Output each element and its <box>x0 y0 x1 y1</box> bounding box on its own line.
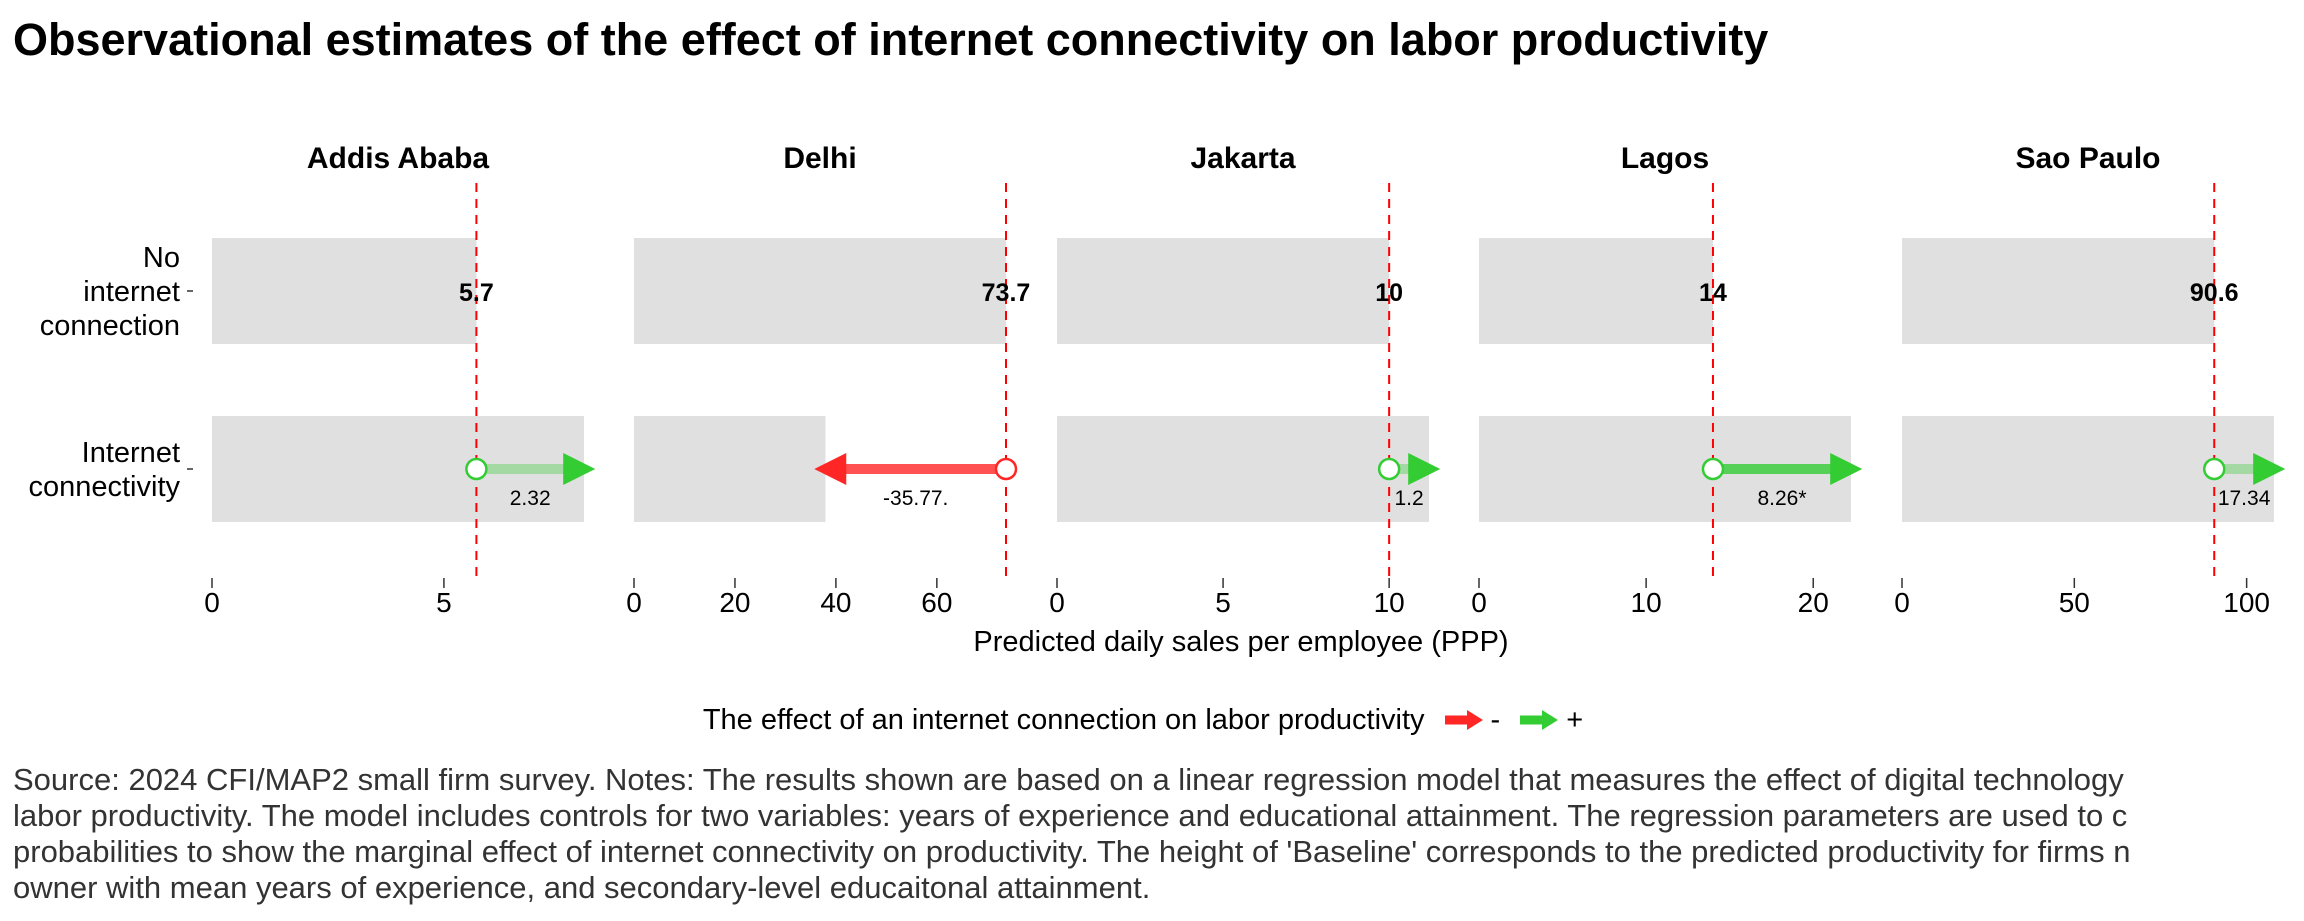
x-tick-label: 10 <box>1631 587 1662 618</box>
facet-title: Jakarta <box>1190 142 1295 175</box>
effect-value-label: 2.32 <box>510 487 551 510</box>
bar-with-internet <box>212 416 584 522</box>
facet-panel: Jakarta 10 1.2 0 5 10 <box>1049 142 1441 618</box>
x-tick-label: 0 <box>1049 587 1065 618</box>
x-tick-label: 60 <box>921 587 952 618</box>
baseline-value-label: 5.7 <box>459 279 494 307</box>
x-tick-label: 5 <box>1215 587 1231 618</box>
effect-value-label: 8.26* <box>1757 487 1806 510</box>
chart-title: Observational estimates of the effect of… <box>13 14 1769 65</box>
bar-with-internet <box>634 416 826 522</box>
x-tick-label: 0 <box>1894 587 1910 618</box>
y-category-label: No internet connection <box>40 242 180 342</box>
facet-panel: Addis Ababa 5.7 2.32 0 5 <box>204 142 596 618</box>
x-tick-label: 50 <box>2059 587 2090 618</box>
baseline-value-label: 73.7 <box>982 279 1031 307</box>
x-tick-label: 20 <box>1798 587 1829 618</box>
caption-line: owner with mean years of experience, and… <box>13 870 1151 905</box>
y-category-label-line: No <box>143 242 180 274</box>
bar-baseline <box>634 238 1006 344</box>
effect-origin-point <box>1701 457 1725 481</box>
x-tick-label: 0 <box>204 587 220 618</box>
baseline-value-label: 14 <box>1699 279 1727 307</box>
facet-title: Lagos <box>1621 142 1709 175</box>
baseline-value-label: 90.6 <box>2190 279 2239 307</box>
bar-baseline <box>1479 238 1713 344</box>
x-tick-label: 0 <box>626 587 642 618</box>
legend-key-positive-arrow-icon <box>1520 710 1559 730</box>
y-category-label-line: internet <box>83 276 180 308</box>
legend-key-negative-arrow-icon <box>1444 710 1483 730</box>
bar-baseline <box>212 238 477 344</box>
faceted-chart: No internet connection Internet connectivity… <box>28 142 2286 658</box>
legend-label-positive: + <box>1566 703 1584 736</box>
caption-line: probabilities to show the marginal effec… <box>13 834 2131 869</box>
effect-origin-point <box>2202 457 2226 481</box>
x-axis-label: Predicted daily sales per employee (PPP) <box>973 626 1508 658</box>
effect-value-label: -35.77. <box>883 487 948 510</box>
effect-origin-point <box>1377 457 1401 481</box>
y-axis: No internet connection Internet connectivity <box>28 242 193 503</box>
facet-panel: Sao Paulo 90.6 17.34 0 50 100 <box>1894 142 2286 618</box>
x-tick-label: 0 <box>1471 587 1487 618</box>
legend-title: The effect of an internet connection on … <box>702 703 1425 736</box>
x-tick-label: 5 <box>436 587 452 618</box>
facet-title: Addis Ababa <box>307 142 490 175</box>
x-tick-label: 100 <box>2223 587 2270 618</box>
x-tick-label: 20 <box>719 587 750 618</box>
legend-label-negative: - <box>1490 703 1501 736</box>
y-category-label: Internet connectivity <box>28 437 180 503</box>
y-category-label-line: connectivity <box>28 471 180 503</box>
x-tick-label: 10 <box>1374 587 1405 618</box>
caption: Source: 2024 CFI/MAP2 small firm survey.… <box>13 762 2304 906</box>
bar-with-internet <box>1057 416 1429 522</box>
baseline-value-label: 10 <box>1375 279 1403 307</box>
effect-origin-point <box>994 457 1018 481</box>
x-tick-label: 40 <box>820 587 851 618</box>
effect-value-label: 1.2 <box>1394 487 1423 510</box>
facet-panels: Addis Ababa 5.7 2.32 0 5 Delhi 73.7 -35.77. 0 20 4… <box>204 142 2286 618</box>
facet-title: Delhi <box>783 142 856 175</box>
facet-panel: Lagos 14 8.26* 0 10 20 <box>1471 142 1863 618</box>
facet-title: Sao Paulo <box>2015 142 2160 175</box>
y-category-label-line: connection <box>40 310 180 342</box>
bar-baseline <box>1902 238 2215 344</box>
bar-baseline <box>1057 238 1390 344</box>
caption-line: labor productivity. The model includes c… <box>13 798 2128 833</box>
effect-value-label: 17.34 <box>2218 487 2271 510</box>
facet-panel: Delhi 73.7 -35.77. 0 20 40 60 <box>626 142 1030 618</box>
legend: The effect of an internet connection on … <box>0 700 2304 740</box>
y-category-label-line: Internet <box>82 437 180 469</box>
caption-line: Source: 2024 CFI/MAP2 small firm survey.… <box>13 762 2124 797</box>
effect-origin-point <box>465 457 488 481</box>
